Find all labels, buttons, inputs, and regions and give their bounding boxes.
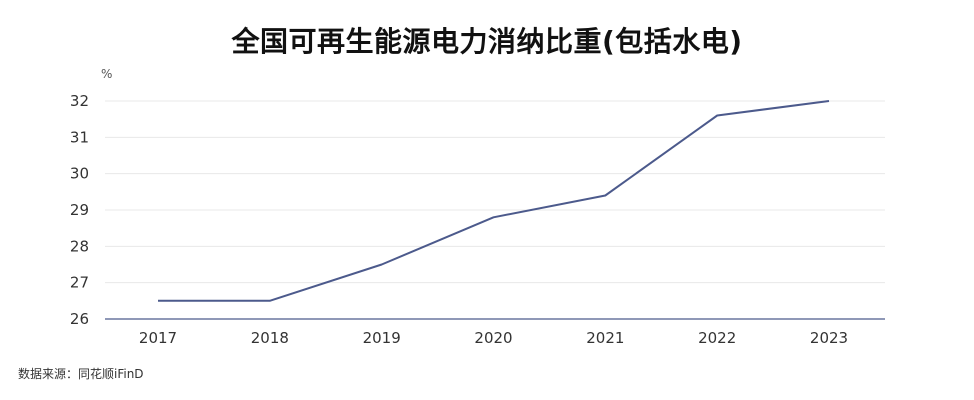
x-tick-label: 2023 <box>810 329 848 347</box>
y-tick-label: 31 <box>70 128 89 146</box>
gridlines <box>105 100 885 284</box>
y-tick-label: 28 <box>70 237 89 255</box>
y-tick-label: 26 <box>70 310 89 328</box>
x-tick-label: 2022 <box>698 329 736 347</box>
x-tick-label: 2021 <box>586 329 624 347</box>
y-axis-unit-label: % <box>101 67 112 81</box>
tick-labels: 26 27 28 29 30 31 32 2017 2018 2019 2020 2021 2022 20… <box>70 92 848 347</box>
y-tick-label: 27 <box>70 274 89 292</box>
x-tick-label: 2017 <box>139 329 177 347</box>
y-tick-label: 32 <box>70 92 89 110</box>
x-tick-label: 2019 <box>363 329 401 347</box>
x-tick-label: 2018 <box>251 329 289 347</box>
chart-title: 全国可再生能源电力消纳比重(包括水电) <box>231 25 743 58</box>
series-line <box>158 100 830 302</box>
y-tick-label: 29 <box>70 201 89 219</box>
series-layer <box>157 100 830 302</box>
source-note: 数据来源：同花顺iFinD <box>18 367 144 381</box>
x-tick-label: 2020 <box>474 329 512 347</box>
y-tick-label: 30 <box>70 165 89 183</box>
